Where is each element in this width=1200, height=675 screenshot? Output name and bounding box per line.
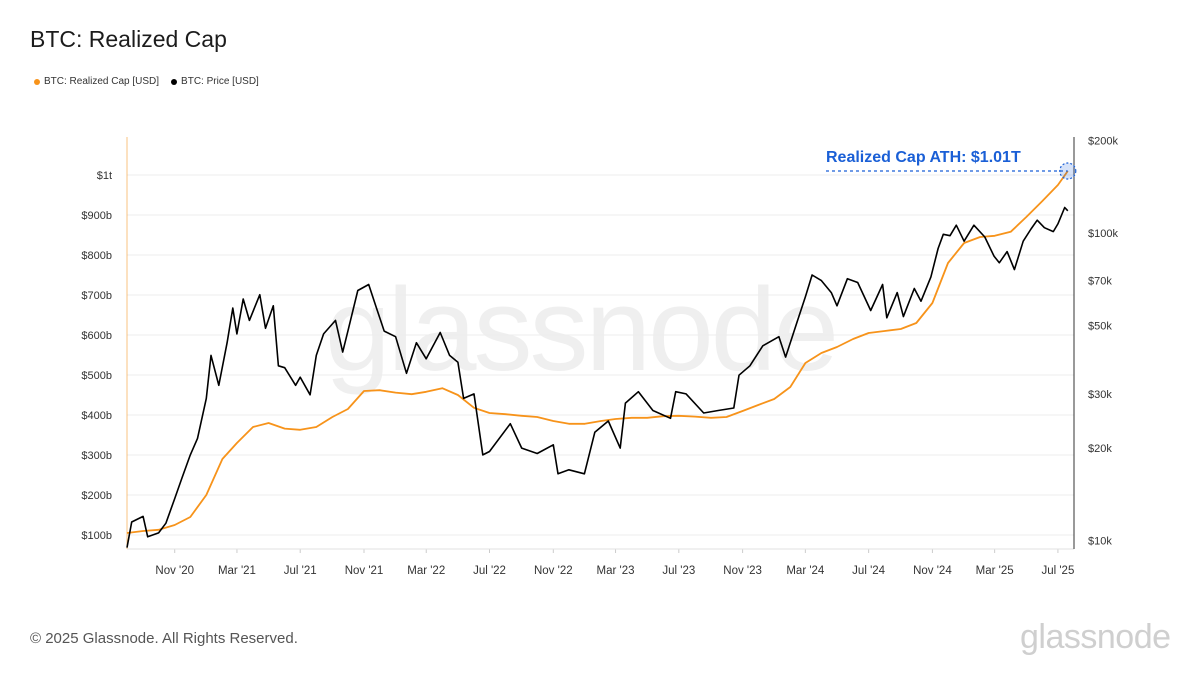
y-right-tick-label: $30k	[1088, 389, 1112, 401]
x-tick-label: Mar '25	[976, 565, 1014, 577]
y-left-tick-label: $200b	[81, 490, 112, 502]
legend-label-realized-cap: BTC: Realized Cap [USD]	[44, 76, 160, 87]
y-left-tick-label: $500b	[81, 370, 112, 382]
x-tick-label: Mar '21	[218, 565, 256, 577]
y-right-tick-label: $70k	[1088, 276, 1112, 288]
brand-logo: glassnode	[1020, 618, 1171, 656]
y-right-tick-label: $50k	[1088, 321, 1112, 333]
y-right-tick-label: $10k	[1088, 536, 1112, 548]
y-left-tick-label: $1t	[97, 170, 112, 182]
x-tick-label: Jul '23	[662, 565, 695, 577]
x-tick-label: Mar '24	[786, 565, 825, 577]
x-tick-label: Nov '21	[345, 565, 384, 577]
series-line-price	[126, 206, 1069, 548]
annotation-ath-marker[interactable]	[1059, 162, 1077, 180]
x-tick-label: Jul '25	[1041, 565, 1074, 577]
legend-dot-price	[171, 78, 178, 85]
chart-title: BTC: Realized Cap	[30, 26, 227, 52]
y-left-tick-label: $800b	[81, 250, 112, 262]
y-right-tick-label: $200k	[1088, 135, 1118, 147]
y-right-tick-label: $20k	[1088, 443, 1112, 455]
x-tick-label: Mar '22	[407, 565, 445, 577]
x-tick-label: Jul '22	[473, 565, 506, 577]
x-tick-label: Nov '24	[913, 565, 952, 577]
y-left-tick-label: $100b	[81, 530, 112, 542]
series-line-realized-cap	[126, 170, 1069, 534]
y-right-tick-label: $100k	[1088, 228, 1118, 240]
y-left-tick-label: $700b	[81, 290, 112, 302]
legend-item-realized-cap[interactable]: BTC: Realized Cap [USD]	[34, 76, 159, 87]
y-left-tick-label: $400b	[81, 410, 112, 422]
legend-dot-realized-cap	[34, 78, 40, 85]
watermark: glassnode	[325, 264, 839, 396]
annotation-label: Realized Cap ATH: $1.01T	[826, 149, 1021, 166]
y-left-tick-label: $600b	[81, 330, 112, 342]
x-tick-label: Nov '20	[155, 565, 194, 577]
x-tick-label: Nov '23	[723, 565, 762, 577]
legend-label-price: BTC: Price [USD]	[181, 76, 259, 87]
y-left-tick-label: $300b	[81, 450, 112, 462]
chart-legend: BTC: Realized Cap [USD] BTC: Price [USD]	[34, 76, 259, 87]
x-tick-label: Mar '23	[597, 565, 635, 577]
x-tick-label: Jul '24	[852, 565, 885, 577]
copyright-text: © 2025 Glassnode. All Rights Reserved.	[30, 630, 298, 647]
legend-item-price[interactable]: BTC: Price [USD]	[171, 76, 259, 87]
x-tick-label: Jul '21	[284, 565, 317, 577]
x-tick-label: Nov '22	[534, 565, 573, 577]
y-left-tick-label: $900b	[81, 210, 112, 222]
